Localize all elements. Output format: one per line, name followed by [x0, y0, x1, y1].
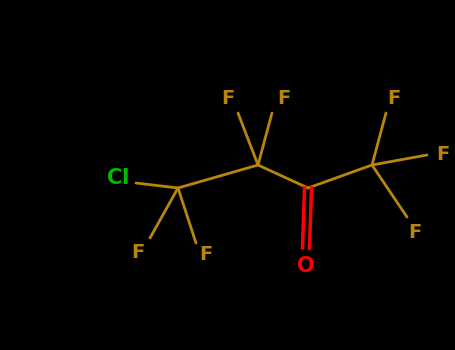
Text: F: F [278, 90, 291, 108]
Text: F: F [199, 245, 212, 265]
Text: O: O [297, 256, 315, 276]
Text: F: F [131, 243, 145, 261]
Text: F: F [436, 146, 450, 164]
Text: Cl: Cl [107, 168, 129, 188]
Text: F: F [387, 89, 400, 107]
Text: F: F [409, 223, 422, 241]
Text: F: F [222, 90, 235, 108]
